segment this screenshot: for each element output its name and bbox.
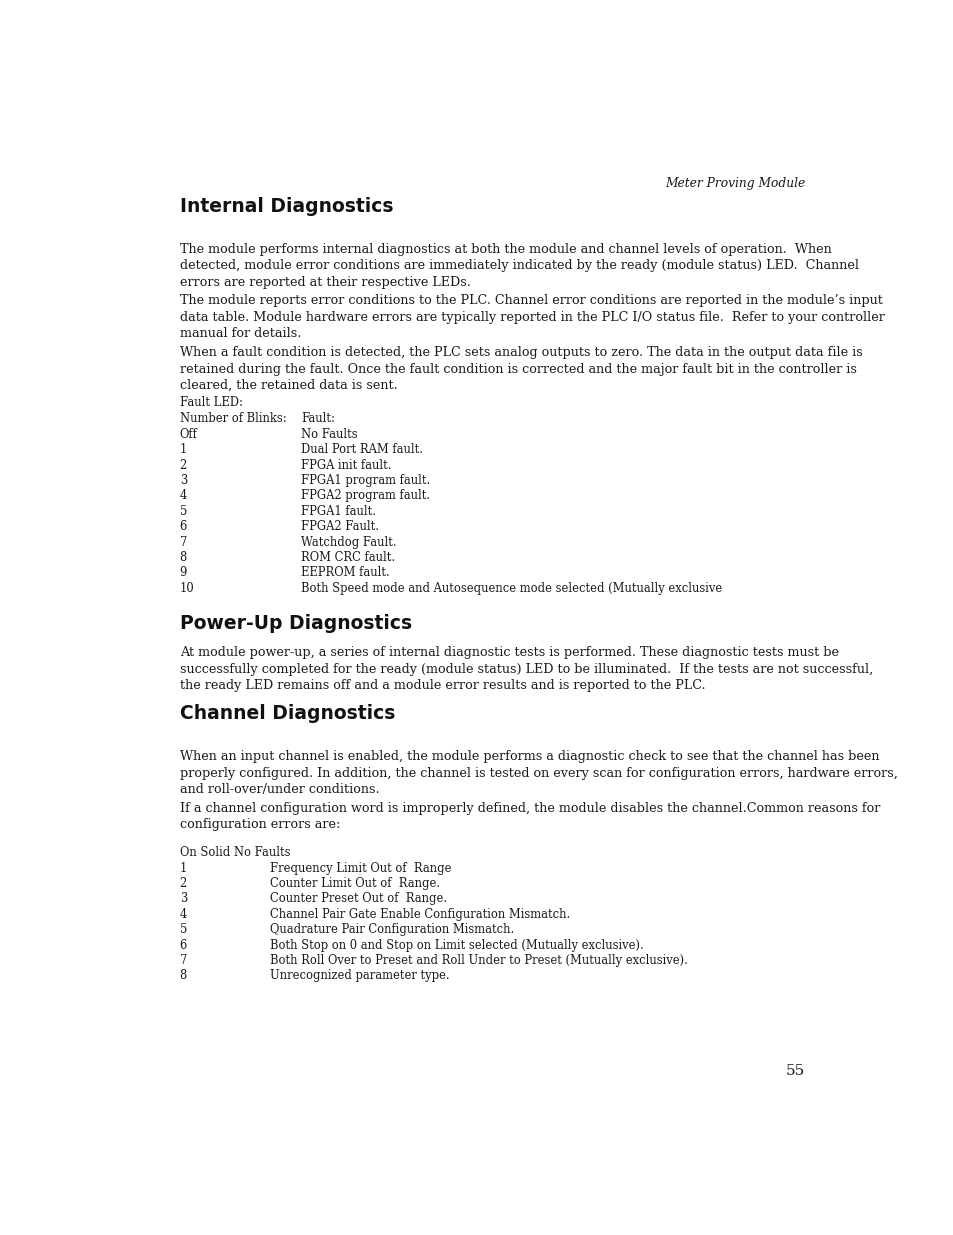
Text: 1: 1 [179,862,187,874]
Text: Fault LED:: Fault LED: [179,396,242,409]
Text: Frequency Limit Out of  Range: Frequency Limit Out of Range [270,862,452,874]
Text: Fault:: Fault: [301,412,335,425]
Text: FPGA init fault.: FPGA init fault. [301,458,392,472]
Text: Quadrature Pair Configuration Mismatch.: Quadrature Pair Configuration Mismatch. [270,924,514,936]
Text: 8: 8 [179,551,187,564]
Text: 3: 3 [179,893,187,905]
Text: Both Stop on 0 and Stop on Limit selected (Mutually exclusive).: Both Stop on 0 and Stop on Limit selecte… [270,939,643,952]
Text: Unrecognized parameter type.: Unrecognized parameter type. [270,969,450,982]
Text: 9: 9 [179,567,187,579]
Text: Power-Up Diagnostics: Power-Up Diagnostics [179,614,412,634]
Text: 2: 2 [179,458,187,472]
Text: 2: 2 [179,877,187,890]
Text: Counter Preset Out of  Range.: Counter Preset Out of Range. [270,893,447,905]
Text: Both Speed mode and Autosequence mode selected (Mutually exclusive: Both Speed mode and Autosequence mode se… [301,582,721,595]
Text: 6: 6 [179,520,187,534]
Text: Off: Off [179,427,197,441]
Text: Counter Limit Out of  Range.: Counter Limit Out of Range. [270,877,440,890]
Text: Both Roll Over to Preset and Roll Under to Preset (Mutually exclusive).: Both Roll Over to Preset and Roll Under … [270,953,687,967]
Text: No Faults: No Faults [301,427,357,441]
Text: 5: 5 [179,924,187,936]
Text: 55: 55 [785,1063,804,1078]
Text: When an input channel is enabled, the module performs a diagnostic check to see : When an input channel is enabled, the mo… [179,751,897,797]
Text: 1: 1 [179,443,187,456]
Text: Channel Diagnostics: Channel Diagnostics [179,704,395,724]
Text: 6: 6 [179,939,187,952]
Text: Internal Diagnostics: Internal Diagnostics [179,196,393,216]
Text: 5: 5 [179,505,187,517]
Text: At module power-up, a series of internal diagnostic tests is performed. These di: At module power-up, a series of internal… [179,646,872,693]
Text: Watchdog Fault.: Watchdog Fault. [301,536,396,548]
Text: 7: 7 [179,536,187,548]
Text: If a channel configuration word is improperly defined, the module disables the c: If a channel configuration word is impro… [179,802,880,831]
Text: FPGA2 Fault.: FPGA2 Fault. [301,520,379,534]
Text: FPGA1 fault.: FPGA1 fault. [301,505,376,517]
Text: 8: 8 [179,969,187,982]
Text: On Solid No Faults: On Solid No Faults [179,846,290,858]
Text: 4: 4 [179,489,187,503]
Text: 4: 4 [179,908,187,921]
Text: 7: 7 [179,953,187,967]
Text: 10: 10 [179,582,194,595]
Text: Dual Port RAM fault.: Dual Port RAM fault. [301,443,423,456]
Text: 3: 3 [179,474,187,487]
Text: Meter Proving Module: Meter Proving Module [664,178,804,190]
Text: Number of Blinks:: Number of Blinks: [179,412,286,425]
Text: ROM CRC fault.: ROM CRC fault. [301,551,395,564]
Text: FPGA1 program fault.: FPGA1 program fault. [301,474,430,487]
Text: When a fault condition is detected, the PLC sets analog outputs to zero. The dat: When a fault condition is detected, the … [179,346,862,391]
Text: FPGA2 program fault.: FPGA2 program fault. [301,489,430,503]
Text: EEPROM fault.: EEPROM fault. [301,567,390,579]
Text: The module performs internal diagnostics at both the module and channel levels o: The module performs internal diagnostics… [179,243,858,289]
Text: The module reports error conditions to the PLC. Channel error conditions are rep: The module reports error conditions to t… [179,294,883,341]
Text: Channel Pair Gate Enable Configuration Mismatch.: Channel Pair Gate Enable Configuration M… [270,908,570,921]
